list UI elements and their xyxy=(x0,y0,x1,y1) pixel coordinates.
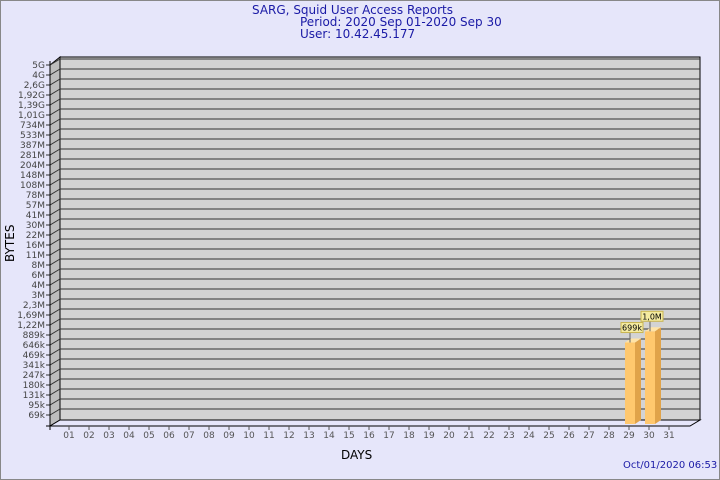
y-tick-label: 646k xyxy=(23,341,46,351)
y-tick-label: 341k xyxy=(23,361,46,371)
timestamp: Oct/01/2020 06:53 xyxy=(623,460,718,471)
bar-side-day-30 xyxy=(655,327,661,424)
x-tick-label: 17 xyxy=(383,431,394,441)
y-tick-label: 6M xyxy=(32,271,46,281)
data-label: 1,0M xyxy=(642,312,662,321)
x-tick-label: 11 xyxy=(263,431,274,441)
y-tick-label: 78M xyxy=(26,191,45,201)
x-tick-label: 25 xyxy=(543,431,554,441)
y-tick-label: 95k xyxy=(28,401,45,411)
y-tick-label: 4M xyxy=(32,281,46,291)
x-tick-label: 16 xyxy=(363,431,375,441)
x-tick-label: 27 xyxy=(583,431,594,441)
x-tick-label: 31 xyxy=(663,431,674,441)
y-tick-label: 247k xyxy=(23,371,46,381)
x-tick-label: 14 xyxy=(323,431,335,441)
y-tick-label: 30M xyxy=(26,221,45,231)
y-tick-label: 1,01G xyxy=(18,111,45,121)
y-tick-label: 2,6G xyxy=(24,81,45,91)
x-tick-label: 20 xyxy=(443,431,455,441)
y-axis-label: BYTES xyxy=(3,224,17,262)
y-tick-label: 1,92G xyxy=(18,91,45,101)
y-tick-label: 281M xyxy=(20,151,45,161)
y-tick-label: 131k xyxy=(23,391,46,401)
x-tick-label: 22 xyxy=(483,431,494,441)
y-tick-label: 387M xyxy=(20,141,45,151)
chart-period: Period: 2020 Sep 01-2020 Sep 30 xyxy=(300,15,502,29)
x-tick-label: 01 xyxy=(63,431,74,441)
y-tick-label: 889k xyxy=(23,331,46,341)
y-tick-label: 3M xyxy=(32,291,46,301)
x-tick-label: 28 xyxy=(603,431,615,441)
y-tick-label: 69k xyxy=(28,411,45,421)
y-tick-label: 41M xyxy=(26,211,45,221)
x-tick-label: 24 xyxy=(523,431,535,441)
y-tick-label: 734M xyxy=(20,121,45,131)
x-tick-label: 29 xyxy=(623,431,635,441)
x-tick-label: 21 xyxy=(463,431,474,441)
x-tick-label: 13 xyxy=(303,431,314,441)
data-label-box xyxy=(620,322,644,334)
x-tick-label: 02 xyxy=(83,431,94,441)
bar-side-day-29 xyxy=(635,338,641,424)
x-tick-label: 03 xyxy=(103,431,114,441)
bar-top-day-30 xyxy=(645,327,661,332)
bar-top-day-29 xyxy=(625,338,641,343)
chart-title: SARG, Squid User Access Reports xyxy=(252,3,454,17)
x-tick-label: 12 xyxy=(283,431,294,441)
x-tick-label: 15 xyxy=(343,431,354,441)
x-tick-label: 18 xyxy=(403,431,415,441)
x-tick-label: 10 xyxy=(243,431,255,441)
x-axis-label: DAYS xyxy=(341,448,373,462)
y-tick-label: 148M xyxy=(20,171,45,181)
x-tick-label: 23 xyxy=(503,431,514,441)
bar-front-day-30 xyxy=(645,331,655,424)
y-tick-label: 5G xyxy=(32,61,45,71)
y-tick-label: 57M xyxy=(26,201,45,211)
x-tick-label: 04 xyxy=(123,431,135,441)
x-tick-label: 06 xyxy=(163,431,175,441)
y-tick-label: 108M xyxy=(20,181,45,191)
x-tick-label: 09 xyxy=(223,431,235,441)
y-tick-label: 1,22M xyxy=(17,321,45,331)
chart-user: User: 10.42.45.177 xyxy=(300,27,416,41)
x-tick-label: 07 xyxy=(183,431,194,441)
data-label: 699k xyxy=(622,324,642,333)
x-tick-label: 05 xyxy=(143,431,154,441)
bar-front-day-29 xyxy=(625,342,635,424)
x-tick-label: 26 xyxy=(563,431,575,441)
y-tick-label: 2,3M xyxy=(23,301,45,311)
y-tick-label: 4G xyxy=(32,71,45,81)
y-tick-label: 469k xyxy=(23,351,46,361)
y-tick-label: 11M xyxy=(26,251,45,261)
y-tick-label: 533M xyxy=(20,131,45,141)
x-tick-label: 30 xyxy=(643,431,655,441)
y-tick-label: 180k xyxy=(23,381,46,391)
y-tick-label: 16M xyxy=(26,241,45,251)
data-label-box xyxy=(640,310,664,322)
y-tick-label: 1,69M xyxy=(17,311,45,321)
y-tick-label: 22M xyxy=(26,231,45,241)
x-tick-label: 19 xyxy=(423,431,435,441)
x-tick-label: 08 xyxy=(203,431,215,441)
y-tick-label: 204M xyxy=(20,161,45,171)
y-tick-label: 1,39G xyxy=(18,101,45,111)
plot-floor xyxy=(48,419,702,427)
y-tick-label: 8M xyxy=(32,261,46,271)
